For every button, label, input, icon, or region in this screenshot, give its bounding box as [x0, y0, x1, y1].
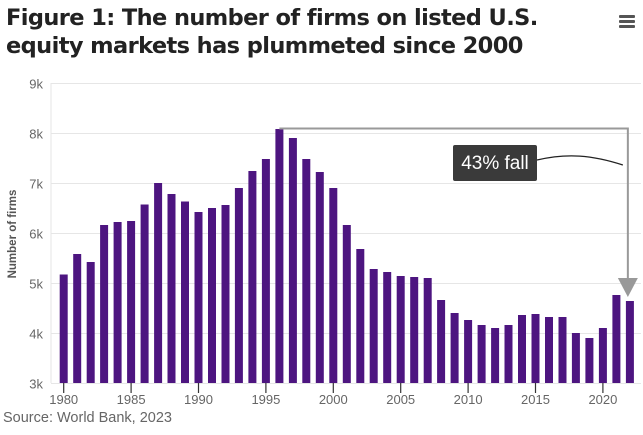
y-tick-label: 3k	[29, 377, 43, 392]
bar-1990	[194, 212, 203, 383]
bar-1987	[154, 183, 163, 383]
x-tick-label: 2000	[319, 392, 348, 407]
bar-2007	[423, 278, 432, 383]
bar-1988	[167, 194, 176, 383]
annotation-bracket-line	[279, 127, 629, 281]
bar-1998	[302, 159, 311, 383]
bar-1997	[288, 138, 297, 383]
bar-2014	[518, 315, 526, 383]
bar-2003	[369, 269, 378, 383]
x-tick-label: 2020	[588, 392, 617, 407]
bar-1982	[86, 262, 95, 383]
bar-1980	[59, 274, 68, 383]
y-tick-label: 4k	[29, 327, 43, 342]
bar-2021	[612, 295, 621, 383]
x-axis-ticks: 1980 1985 1990 1995 2000 2005 2010 2015 2020	[49, 383, 617, 407]
x-tick-label: 1985	[117, 392, 146, 407]
bar-2011	[477, 325, 486, 383]
bar-2015	[531, 314, 540, 383]
bar-2005	[396, 276, 405, 383]
bar-1996	[275, 129, 284, 383]
bar-2022	[625, 301, 634, 383]
x-tick-label: 2015	[521, 392, 550, 407]
y-tick-label: 9k	[29, 77, 43, 92]
bar-1981	[73, 254, 82, 383]
bar-1994	[248, 171, 257, 383]
y-tick-label: 7k	[29, 177, 43, 192]
bar-1993	[234, 188, 243, 383]
bars	[59, 129, 634, 383]
bar-2020	[598, 328, 607, 383]
y-axis-label: Number of firms	[7, 190, 19, 279]
bar-2018	[571, 333, 580, 383]
y-tick-label: 5k	[29, 277, 43, 292]
x-tick-label: 1980	[49, 392, 78, 407]
bar-2008	[437, 300, 446, 383]
bar-2016	[545, 317, 553, 383]
bar-2009	[450, 313, 459, 383]
annotation-label: 43% fall	[461, 153, 529, 174]
bar-2000	[329, 188, 338, 383]
bar-2010	[464, 320, 473, 383]
bar-1986	[140, 204, 149, 383]
bar-2012	[491, 328, 500, 383]
bar-1999	[315, 172, 324, 383]
annotation-connector-line	[536, 155, 624, 166]
y-tick-label: 8k	[29, 127, 43, 142]
bar-2004	[383, 272, 392, 383]
bar-1984	[113, 222, 122, 383]
hamburger-menu-icon[interactable]	[616, 11, 638, 31]
bar-2017	[558, 317, 567, 383]
y-axis-ticks: 3k 4k 5k 6k 7k 8k 9k	[29, 77, 43, 392]
x-tick-label: 2010	[454, 392, 483, 407]
x-tick-label: 2005	[386, 392, 415, 407]
annotation-label-box	[453, 145, 537, 181]
bar-2002	[356, 249, 365, 383]
bar-2006	[410, 277, 419, 383]
bar-1985	[127, 221, 136, 383]
bar-1989	[181, 201, 189, 383]
annotation: 43% fall	[279, 127, 638, 297]
x-tick-label: 1990	[184, 392, 213, 407]
y-tick-label: 6k	[29, 227, 43, 242]
bar-2001	[342, 225, 351, 383]
x-tick-label: 1995	[251, 392, 280, 407]
bar-1983	[100, 225, 109, 383]
source-note: Source: World Bank, 2023	[3, 410, 172, 426]
annotation-arrowhead	[617, 278, 638, 297]
bar-1992	[221, 205, 230, 383]
bar-1991	[208, 208, 216, 383]
bar-2019	[585, 338, 594, 383]
bar-2013	[504, 325, 513, 383]
chart-title: Figure 1: The number of firms on listed …	[6, 5, 538, 59]
bar-1995	[261, 159, 270, 383]
gridlines	[50, 83, 641, 384]
